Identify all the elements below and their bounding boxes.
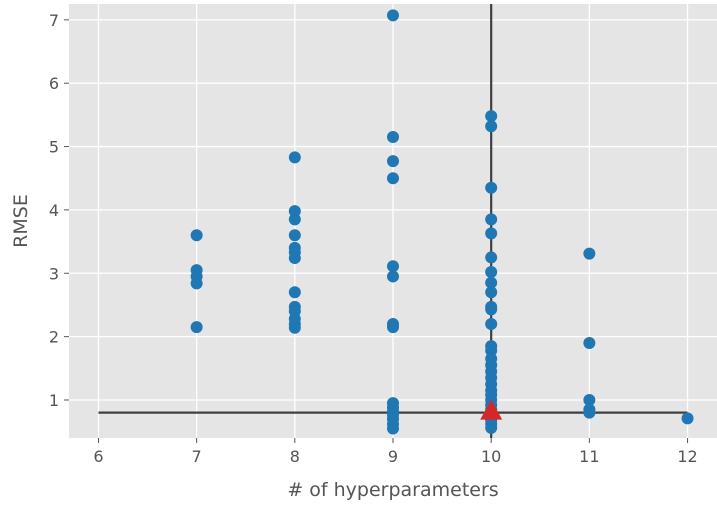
data-point bbox=[190, 277, 203, 290]
data-point bbox=[288, 321, 301, 334]
data-point bbox=[583, 406, 596, 419]
data-point bbox=[288, 205, 301, 218]
x-tick-label: 12 bbox=[677, 447, 697, 466]
y-tick-label: 6 bbox=[49, 74, 59, 93]
x-tick-labels: 6 7 8 9 10 11 12 bbox=[93, 438, 698, 466]
data-point bbox=[288, 286, 301, 299]
data-point bbox=[485, 227, 498, 240]
data-point bbox=[485, 213, 498, 226]
data-point bbox=[485, 181, 498, 194]
data-point bbox=[485, 251, 498, 264]
y-tick-label: 4 bbox=[49, 201, 59, 220]
data-point bbox=[485, 110, 498, 123]
data-point bbox=[288, 229, 301, 242]
data-points bbox=[190, 9, 694, 435]
y-axis-label: RMSE bbox=[10, 194, 32, 248]
highlight-marker bbox=[480, 399, 503, 420]
y-tick-label: 5 bbox=[49, 138, 59, 157]
x-tick-label: 7 bbox=[192, 447, 202, 466]
y-tick-label: 2 bbox=[49, 328, 59, 347]
data-point bbox=[387, 9, 399, 22]
data-point bbox=[288, 151, 301, 164]
highlight-triangle-marker bbox=[480, 399, 503, 420]
data-point bbox=[387, 270, 399, 283]
data-point bbox=[485, 286, 498, 299]
data-point bbox=[485, 266, 498, 279]
y-tick-labels: 1 2 3 4 5 6 7 bbox=[49, 11, 69, 410]
data-point bbox=[288, 252, 301, 265]
y-tick-label: 1 bbox=[49, 391, 59, 410]
y-tick-label: 3 bbox=[49, 264, 59, 283]
data-point bbox=[190, 229, 203, 242]
x-tick-label: 11 bbox=[579, 447, 599, 466]
x-tick-label: 9 bbox=[388, 447, 398, 466]
x-axis-label: # of hyperparameters bbox=[287, 479, 498, 501]
x-tick-label: 8 bbox=[290, 447, 300, 466]
y-tick-label: 7 bbox=[49, 11, 59, 30]
data-point bbox=[190, 321, 203, 334]
x-tick-label: 6 bbox=[93, 447, 103, 466]
data-point bbox=[387, 321, 399, 334]
data-point bbox=[583, 247, 596, 260]
data-point bbox=[387, 260, 399, 273]
data-point bbox=[387, 131, 399, 144]
data-point bbox=[387, 422, 399, 435]
data-point bbox=[485, 303, 498, 316]
data-point bbox=[485, 276, 498, 289]
data-point bbox=[288, 213, 301, 226]
data-point bbox=[583, 393, 596, 406]
data-point bbox=[387, 172, 399, 185]
data-point bbox=[485, 344, 498, 357]
data-point bbox=[681, 412, 694, 425]
data-point bbox=[583, 336, 596, 349]
data-point bbox=[485, 317, 498, 330]
data-point bbox=[387, 155, 399, 168]
data-point bbox=[485, 421, 498, 434]
data-point bbox=[485, 120, 498, 133]
x-tick-label: 10 bbox=[481, 447, 501, 466]
